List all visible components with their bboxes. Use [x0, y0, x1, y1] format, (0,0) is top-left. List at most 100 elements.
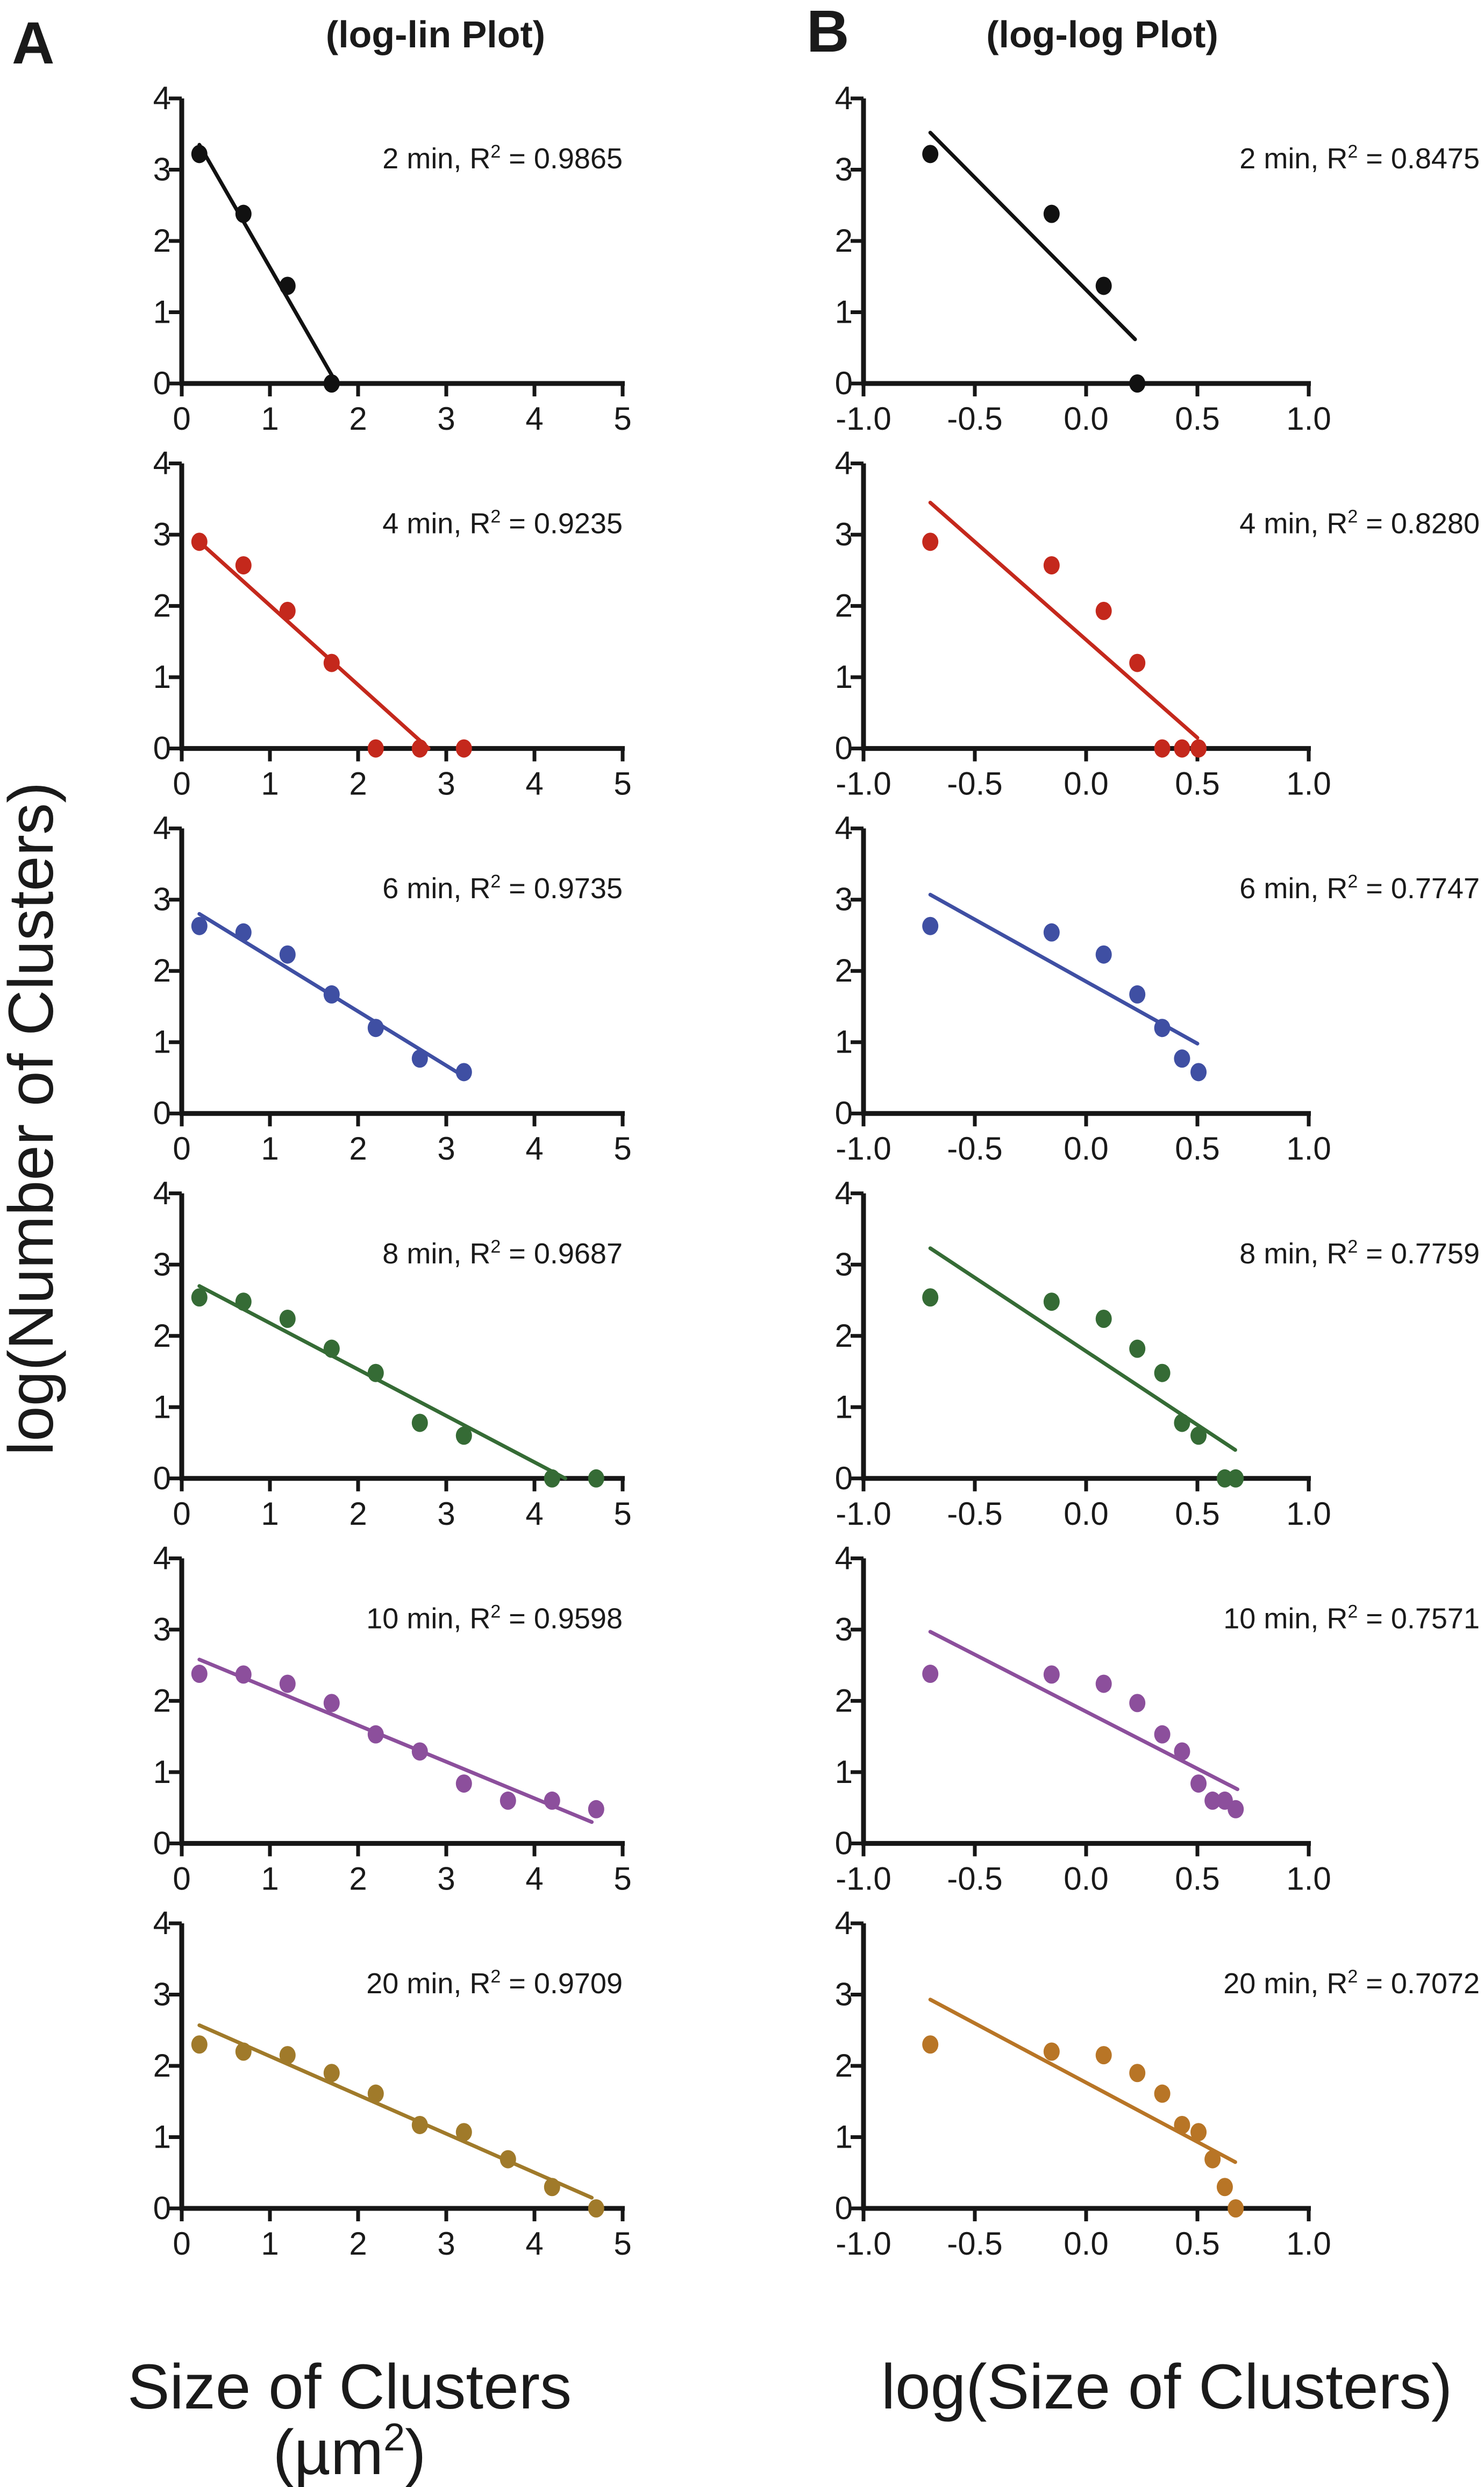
data-point [1174, 1742, 1190, 1761]
y-tick-label: 3 [153, 152, 171, 188]
data-point [1043, 556, 1060, 575]
fit-line [928, 1630, 1240, 1792]
data-point [323, 1694, 340, 1713]
y-tick-label: 4 [835, 445, 853, 481]
annotation-superscript: 2 [490, 871, 501, 892]
x-tick-label: 0 [173, 1860, 190, 1896]
y-tick-label: 4 [835, 1175, 853, 1211]
y-tick-label: 0 [153, 1095, 171, 1131]
data-point [1174, 1413, 1190, 1432]
annotation-value: = 0.7571 [1358, 1602, 1480, 1635]
x-tick-label: 1.0 [1286, 1131, 1331, 1167]
x-tick-label: 4 [525, 2226, 543, 2262]
x-tick-label: -1.0 [836, 1860, 891, 1896]
y-tick-label: 3 [835, 152, 853, 188]
y-tick-label: 0 [835, 1095, 853, 1131]
annotation-text: 8 min, R [1239, 1238, 1347, 1270]
data-point [235, 1665, 252, 1684]
data-point [1228, 1469, 1244, 1488]
series-annotation: 8 min, R2 = 0.7759 [1239, 1237, 1480, 1270]
data-point [235, 204, 252, 223]
data-point [1043, 923, 1060, 942]
data-point [411, 1413, 428, 1432]
y-tick-label: 3 [835, 1977, 853, 2013]
x-tick-label: 0.5 [1175, 401, 1219, 437]
fit-line [928, 500, 1200, 740]
y-tick-label: 2 [153, 588, 171, 624]
data-point [455, 739, 472, 758]
annotation-superscript: 2 [490, 507, 501, 527]
x-tick-label: 0 [173, 1131, 190, 1167]
y-tick-label: 1 [153, 1754, 171, 1790]
data-point [544, 1791, 560, 1810]
x-tick-label: 0.5 [1175, 766, 1219, 802]
fit-line [197, 143, 334, 377]
x-tick-label: 0 [173, 1496, 190, 1532]
x-tick-label: 3 [437, 766, 455, 802]
data-point [500, 1791, 516, 1810]
data-point [191, 145, 208, 164]
annotation-value: = 0.7072 [1358, 1967, 1480, 2000]
data-point [1043, 1292, 1060, 1311]
data-point [279, 601, 296, 620]
data-point [323, 374, 340, 393]
series-annotation: 2 min, R2 = 0.9865 [382, 141, 623, 175]
data-point [1095, 945, 1112, 964]
annotation-text: 20 min, R [366, 1967, 490, 2000]
annotation-text: 10 min, R [1223, 1602, 1347, 1635]
x-tick-label: 4 [525, 766, 543, 802]
y-tick-label: 0 [835, 365, 853, 401]
x-tick-label: -0.5 [947, 766, 1002, 802]
x-tick-label: 5 [613, 2226, 631, 2262]
series-annotation: 6 min, R2 = 0.9735 [382, 871, 623, 905]
annotation-value: = 0.7747 [1358, 872, 1480, 905]
data-point [191, 1665, 208, 1683]
annotation-value: = 0.9709 [501, 1967, 623, 2000]
x-tick-label: 1.0 [1286, 1496, 1331, 1532]
y-tick-label: 1 [835, 2119, 853, 2155]
x-tick-label: -0.5 [947, 1131, 1002, 1167]
x-axis-title-a: Size of Clusters [127, 2351, 572, 2422]
y-tick-label: 2 [835, 2048, 853, 2084]
fit-line [928, 892, 1200, 1046]
data-point [235, 2042, 252, 2061]
x-tick-label: 0 [173, 401, 190, 437]
data-point [1154, 2084, 1171, 2103]
annotation-superscript: 2 [1347, 1237, 1358, 1257]
data-point [1174, 739, 1190, 758]
data-point [1129, 2064, 1146, 2083]
y-tick-label: 0 [153, 1460, 171, 1496]
x-tick-label: -0.5 [947, 2226, 1002, 2262]
x-tick-label: 0.0 [1064, 1496, 1108, 1532]
x-tick-label: 1 [261, 1131, 279, 1167]
x-tick-label: -0.5 [947, 401, 1002, 437]
annotation-superscript: 2 [1347, 1601, 1358, 1622]
x-tick-label: 5 [613, 766, 631, 802]
annotation-text: 20 min, R [1223, 1967, 1347, 2000]
annotation-text: 2 min, R [1239, 143, 1347, 175]
data-point [323, 985, 340, 1004]
y-tick-label: 0 [153, 365, 171, 401]
x-tick-label: 0.0 [1064, 1860, 1108, 1896]
y-tick-label: 3 [835, 1611, 853, 1647]
annotation-text: 8 min, R [382, 1238, 490, 1270]
data-point [191, 1288, 208, 1307]
x-tick-label: 0.5 [1175, 1496, 1219, 1532]
annotation-superscript: 2 [1347, 141, 1358, 162]
y-tick-label: 4 [153, 80, 171, 116]
y-tick-label: 4 [835, 80, 853, 116]
data-point [922, 2035, 939, 2054]
data-point [922, 1665, 939, 1683]
x-tick-label: 1.0 [1286, 766, 1331, 802]
data-point [1043, 1665, 1060, 1684]
series-annotation: 10 min, R2 = 0.9598 [366, 1601, 623, 1635]
data-point [455, 1426, 472, 1445]
x-tick-label: 2 [349, 1131, 367, 1167]
data-point [1095, 2046, 1112, 2065]
fit-line [197, 1658, 594, 1824]
data-point [1095, 601, 1112, 620]
y-tick-label: 4 [153, 810, 171, 846]
annotation-value: = 0.8475 [1358, 143, 1480, 175]
